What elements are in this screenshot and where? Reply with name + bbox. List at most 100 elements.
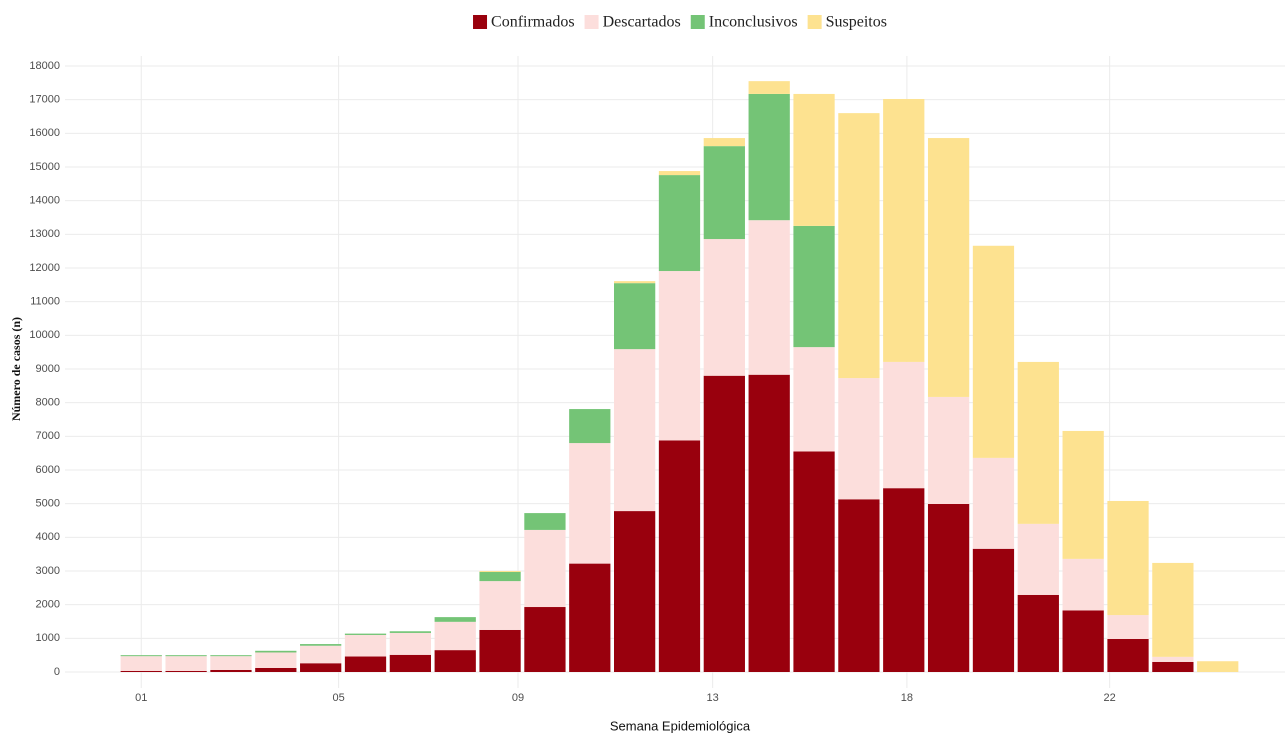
legend-label: Descartados (603, 14, 681, 31)
legend-swatch (690, 15, 705, 29)
bar-segment (479, 571, 521, 573)
bar-segment (524, 513, 566, 530)
bar-segment (614, 281, 656, 284)
y-tick-label: 16000 (29, 127, 60, 139)
x-tick-label: 13 (707, 692, 719, 704)
y-tick-label: 8000 (36, 397, 60, 409)
bar-segment (210, 656, 252, 670)
bars (120, 81, 1239, 672)
y-tick-label: 14000 (29, 195, 60, 207)
bar-segment (927, 396, 970, 505)
bar-segment (1062, 430, 1104, 559)
bar-segment (972, 548, 1015, 672)
y-tick-label: 4000 (36, 531, 60, 543)
y-tick-label: 1000 (36, 632, 60, 644)
legend-label: Suspeitos (826, 14, 887, 31)
y-tick-label: 12000 (29, 262, 60, 274)
bar-segment (569, 443, 611, 564)
y-tick-label: 18000 (29, 60, 60, 72)
bar-segment (658, 171, 701, 176)
bar-segment (120, 670, 162, 672)
bar-segment (927, 504, 970, 672)
y-tick-label: 7000 (36, 430, 60, 442)
y-tick-label: 17000 (29, 94, 60, 106)
bar-segment (120, 655, 162, 657)
bar-segment (614, 349, 656, 512)
bar-segment (1107, 639, 1149, 672)
bar-segment (389, 654, 431, 672)
bar-segment (344, 634, 387, 657)
legend: Confirmados Descartados Inconclusivos Suspe… (473, 14, 887, 31)
bar-segment (658, 175, 701, 272)
legend-swatch (584, 15, 599, 29)
bar-segment (479, 629, 521, 672)
bar-segment (479, 581, 521, 630)
y-tick-label: 9000 (36, 363, 60, 375)
bar-segment (389, 632, 431, 655)
y-tick-label: 15000 (29, 161, 60, 173)
bar-segment (1152, 562, 1194, 657)
bar-segment (1107, 500, 1149, 616)
bar-segment (658, 440, 701, 672)
y-tick-label: 0 (54, 666, 60, 678)
bar-segment (524, 529, 566, 608)
bar-segment (972, 245, 1015, 458)
bar-segment (838, 113, 880, 379)
bar-segment (210, 669, 252, 672)
x-tick-label: 09 (512, 692, 524, 704)
bar-segment (614, 283, 656, 350)
bar-segment (210, 655, 252, 657)
bar-segment (1017, 523, 1059, 595)
y-tick-label: 2000 (36, 599, 60, 611)
bar-segment (793, 347, 835, 452)
y-tick-label: 11000 (30, 296, 60, 308)
bar-segment (883, 361, 925, 489)
bar-segment (838, 378, 880, 500)
bar-segment (1152, 656, 1194, 662)
bar-segment (927, 138, 970, 397)
bar-segment (1062, 558, 1104, 611)
x-axis-title: Semana Epidemiológica (610, 718, 751, 733)
x-tick-label: 05 (332, 692, 344, 704)
bar-segment (479, 572, 521, 582)
bar-segment (389, 631, 431, 633)
bar-segment (344, 656, 387, 672)
bar-segment (972, 457, 1015, 549)
bar-segment (703, 138, 745, 147)
bar-segment (255, 650, 297, 653)
bar-segment (434, 621, 476, 651)
bar-segment (165, 670, 207, 672)
bar-segment (793, 451, 835, 672)
bar-segment (120, 656, 162, 671)
bar-segment (614, 511, 656, 672)
bar-segment (1017, 361, 1059, 524)
bar-segment (300, 644, 342, 646)
bar-segment (703, 239, 745, 376)
legend-label: Inconclusivos (709, 14, 798, 31)
bar-segment (703, 375, 745, 672)
bar-segment (748, 81, 790, 94)
bar-segment (748, 220, 790, 375)
y-tick-label: 3000 (36, 565, 60, 577)
bar-segment (748, 93, 790, 221)
y-tick-label: 10000 (29, 329, 60, 341)
x-tick-label: 22 (1104, 692, 1116, 704)
y-tick-label: 13000 (29, 228, 60, 240)
bar-segment (434, 617, 476, 622)
bar-segment (883, 98, 925, 362)
bar-segment (300, 663, 342, 672)
bar-segment (434, 650, 476, 672)
bar-segment (165, 656, 207, 671)
x-tick-label: 01 (135, 692, 147, 704)
legend-swatch (473, 15, 488, 29)
bar-segment (1152, 661, 1194, 672)
bar-segment (344, 633, 387, 635)
bar-segment (1062, 610, 1104, 672)
bar-segment (883, 488, 925, 672)
bar-segment (255, 652, 297, 668)
bar-segment (255, 667, 297, 672)
bar-segment (793, 93, 835, 226)
bar-segment (793, 225, 835, 348)
bar-segment (748, 374, 790, 672)
